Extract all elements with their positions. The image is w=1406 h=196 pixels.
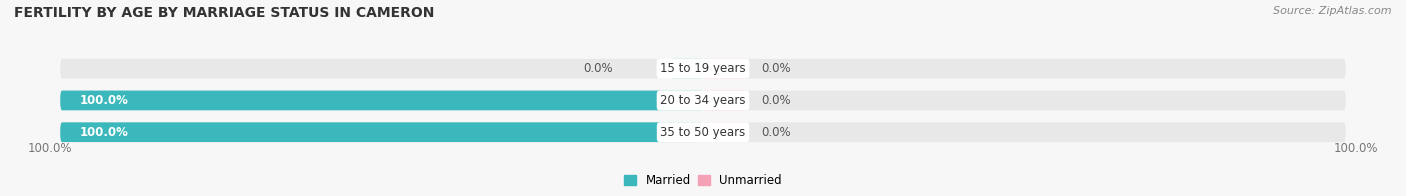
Text: 100.0%: 100.0% — [28, 142, 73, 155]
Text: 100.0%: 100.0% — [80, 126, 128, 139]
Text: 100.0%: 100.0% — [1333, 142, 1378, 155]
FancyBboxPatch shape — [671, 59, 703, 79]
FancyBboxPatch shape — [60, 59, 1346, 79]
Text: 35 to 50 years: 35 to 50 years — [661, 126, 745, 139]
Text: 15 to 19 years: 15 to 19 years — [661, 62, 745, 75]
FancyBboxPatch shape — [60, 91, 703, 110]
FancyBboxPatch shape — [703, 122, 748, 142]
Text: 0.0%: 0.0% — [761, 62, 790, 75]
Text: Source: ZipAtlas.com: Source: ZipAtlas.com — [1274, 6, 1392, 16]
Text: 0.0%: 0.0% — [583, 62, 613, 75]
Text: 100.0%: 100.0% — [80, 94, 128, 107]
FancyBboxPatch shape — [703, 59, 748, 79]
Text: FERTILITY BY AGE BY MARRIAGE STATUS IN CAMERON: FERTILITY BY AGE BY MARRIAGE STATUS IN C… — [14, 6, 434, 20]
Text: 0.0%: 0.0% — [761, 94, 790, 107]
Text: 0.0%: 0.0% — [761, 126, 790, 139]
FancyBboxPatch shape — [703, 91, 748, 110]
FancyBboxPatch shape — [60, 91, 1346, 110]
Text: 20 to 34 years: 20 to 34 years — [661, 94, 745, 107]
FancyBboxPatch shape — [60, 122, 703, 142]
Legend: Married, Unmarried: Married, Unmarried — [620, 169, 786, 192]
FancyBboxPatch shape — [60, 122, 1346, 142]
